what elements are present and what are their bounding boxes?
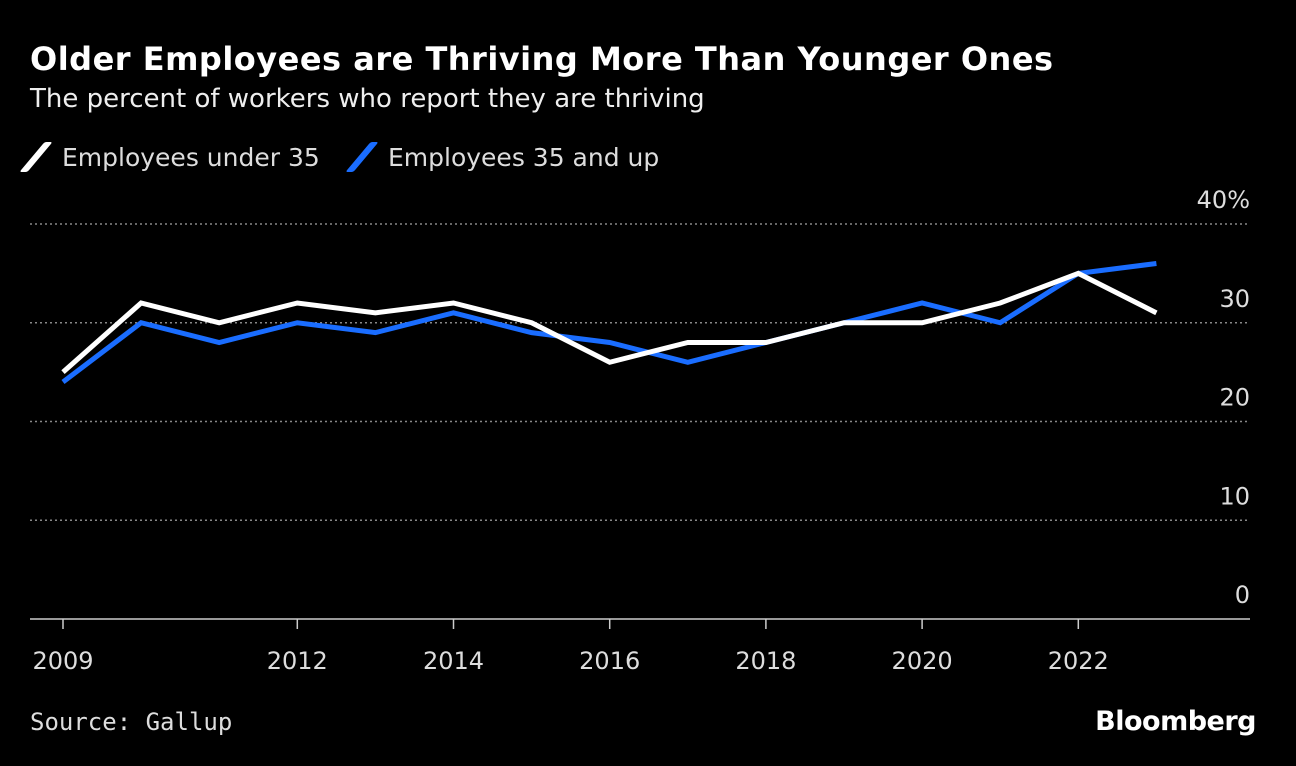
x-tick-label: 2016 (579, 647, 640, 675)
x-tick-label: 2009 (32, 647, 93, 675)
y-tick-label: 10 (1219, 482, 1250, 510)
y-tick-label: 0 (1235, 581, 1250, 609)
chart-subtitle: The percent of workers who report they a… (30, 84, 705, 114)
series-line-under-35 (61, 270, 1158, 374)
x-tick-label: 2018 (735, 647, 796, 675)
x-tick-label: 2012 (267, 647, 328, 675)
y-tick-label: 40% (1197, 186, 1250, 214)
legend-item-35-and-up: Employees 35 and up (345, 142, 660, 172)
series-line-35-and-up (61, 261, 1157, 384)
y-tick-label: 20 (1219, 384, 1250, 412)
legend-label: Employees under 35 (62, 142, 320, 172)
bloomberg-logo: Bloomberg (1095, 706, 1256, 737)
legend-item-under-35: Employees under 35 (19, 142, 320, 172)
y-tick-label: 30 (1219, 285, 1250, 313)
chart-title: Older Employees are Thriving More Than Y… (30, 40, 1054, 78)
legend-label: Employees 35 and up (388, 142, 660, 172)
x-tick-label: 2014 (423, 647, 484, 675)
x-tick-label: 2022 (1048, 647, 1109, 675)
source-note: Source: Gallup (30, 708, 233, 736)
x-tick-label: 2020 (892, 647, 953, 675)
